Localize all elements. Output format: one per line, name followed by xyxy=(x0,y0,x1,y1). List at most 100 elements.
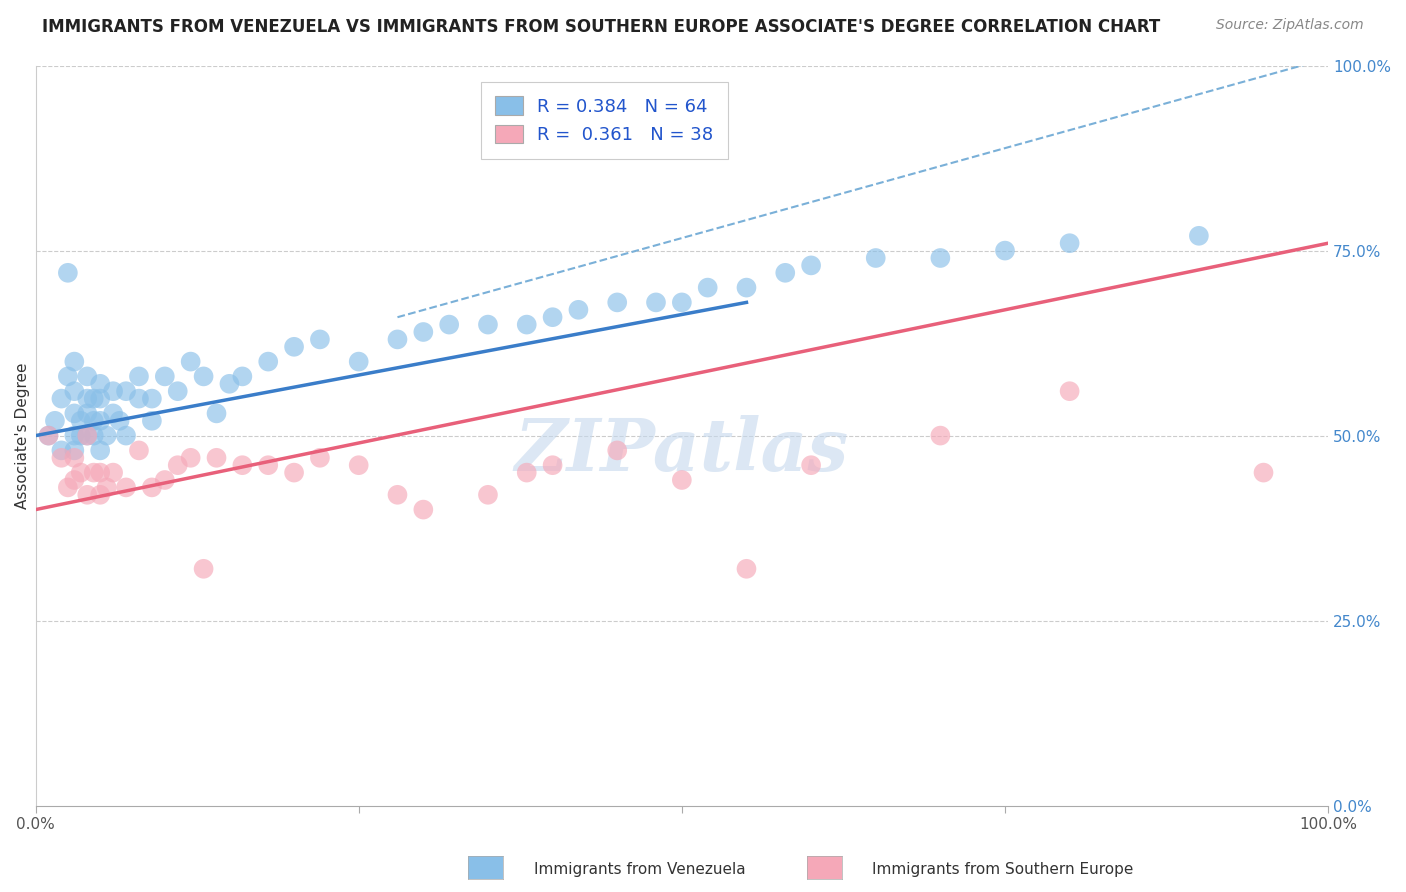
Point xyxy=(128,392,150,406)
Point xyxy=(257,458,280,473)
Point xyxy=(83,428,105,442)
Point xyxy=(76,369,98,384)
Point xyxy=(865,251,887,265)
Point xyxy=(141,414,163,428)
Point xyxy=(477,488,499,502)
Point xyxy=(76,428,98,442)
Point xyxy=(115,480,138,494)
Point xyxy=(166,384,188,399)
Point xyxy=(69,466,91,480)
Point xyxy=(56,369,79,384)
Point xyxy=(231,369,253,384)
Point xyxy=(96,428,118,442)
Point xyxy=(800,259,823,273)
Point xyxy=(283,466,305,480)
Point xyxy=(101,466,124,480)
Point xyxy=(735,562,758,576)
Point xyxy=(153,369,176,384)
Point xyxy=(929,428,952,442)
Point xyxy=(180,354,202,368)
Point xyxy=(51,450,73,465)
Text: Immigrants from Venezuela: Immigrants from Venezuela xyxy=(534,863,747,877)
Point xyxy=(477,318,499,332)
Point xyxy=(671,295,693,310)
Point xyxy=(63,354,86,368)
Point xyxy=(1059,236,1081,251)
Point xyxy=(115,384,138,399)
Point xyxy=(412,325,434,339)
Point xyxy=(567,302,589,317)
Point xyxy=(76,406,98,420)
Point xyxy=(775,266,797,280)
Point xyxy=(128,443,150,458)
Point xyxy=(516,318,538,332)
Point xyxy=(51,392,73,406)
Point xyxy=(193,562,215,576)
Point xyxy=(994,244,1017,258)
Point xyxy=(387,332,409,346)
Point xyxy=(76,488,98,502)
Point xyxy=(89,443,111,458)
Point xyxy=(83,392,105,406)
Text: Source: ZipAtlas.com: Source: ZipAtlas.com xyxy=(1216,18,1364,32)
Point xyxy=(89,376,111,391)
Point xyxy=(166,458,188,473)
Point xyxy=(56,480,79,494)
Point xyxy=(347,458,370,473)
Point xyxy=(153,473,176,487)
Point xyxy=(101,406,124,420)
Point xyxy=(83,466,105,480)
Point xyxy=(180,450,202,465)
Point xyxy=(76,428,98,442)
Text: IMMIGRANTS FROM VENEZUELA VS IMMIGRANTS FROM SOUTHERN EUROPE ASSOCIATE'S DEGREE : IMMIGRANTS FROM VENEZUELA VS IMMIGRANTS … xyxy=(42,18,1160,36)
Point xyxy=(283,340,305,354)
Point xyxy=(101,384,124,399)
Point xyxy=(800,458,823,473)
Point xyxy=(63,384,86,399)
Point xyxy=(89,392,111,406)
Point xyxy=(387,488,409,502)
Point xyxy=(205,406,228,420)
Point xyxy=(437,318,460,332)
Point xyxy=(309,332,332,346)
Point xyxy=(516,466,538,480)
Point xyxy=(929,251,952,265)
Point xyxy=(56,266,79,280)
Point xyxy=(63,406,86,420)
Point xyxy=(83,414,105,428)
Point xyxy=(63,473,86,487)
Point xyxy=(96,480,118,494)
Point xyxy=(115,428,138,442)
Y-axis label: Associate's Degree: Associate's Degree xyxy=(15,362,30,508)
Point xyxy=(645,295,668,310)
Point xyxy=(735,280,758,294)
Point xyxy=(63,450,86,465)
Point xyxy=(37,428,59,442)
Legend: R = 0.384   N = 64, R =  0.361   N = 38: R = 0.384 N = 64, R = 0.361 N = 38 xyxy=(481,82,727,159)
Point xyxy=(193,369,215,384)
Point xyxy=(671,473,693,487)
Point xyxy=(44,414,66,428)
Point xyxy=(108,414,131,428)
Point xyxy=(63,428,86,442)
Point xyxy=(89,466,111,480)
Point xyxy=(218,376,240,391)
Point xyxy=(541,310,564,325)
Point xyxy=(257,354,280,368)
Point xyxy=(696,280,718,294)
Point xyxy=(37,428,59,442)
Point xyxy=(51,443,73,458)
Point xyxy=(76,392,98,406)
Point xyxy=(606,295,628,310)
Point xyxy=(412,502,434,516)
Point xyxy=(1253,466,1275,480)
Point xyxy=(141,392,163,406)
Point xyxy=(128,369,150,384)
Point xyxy=(347,354,370,368)
Point xyxy=(231,458,253,473)
Point xyxy=(205,450,228,465)
Point xyxy=(1059,384,1081,399)
Point xyxy=(606,443,628,458)
Text: ZIPatlas: ZIPatlas xyxy=(515,415,849,486)
Point xyxy=(69,428,91,442)
